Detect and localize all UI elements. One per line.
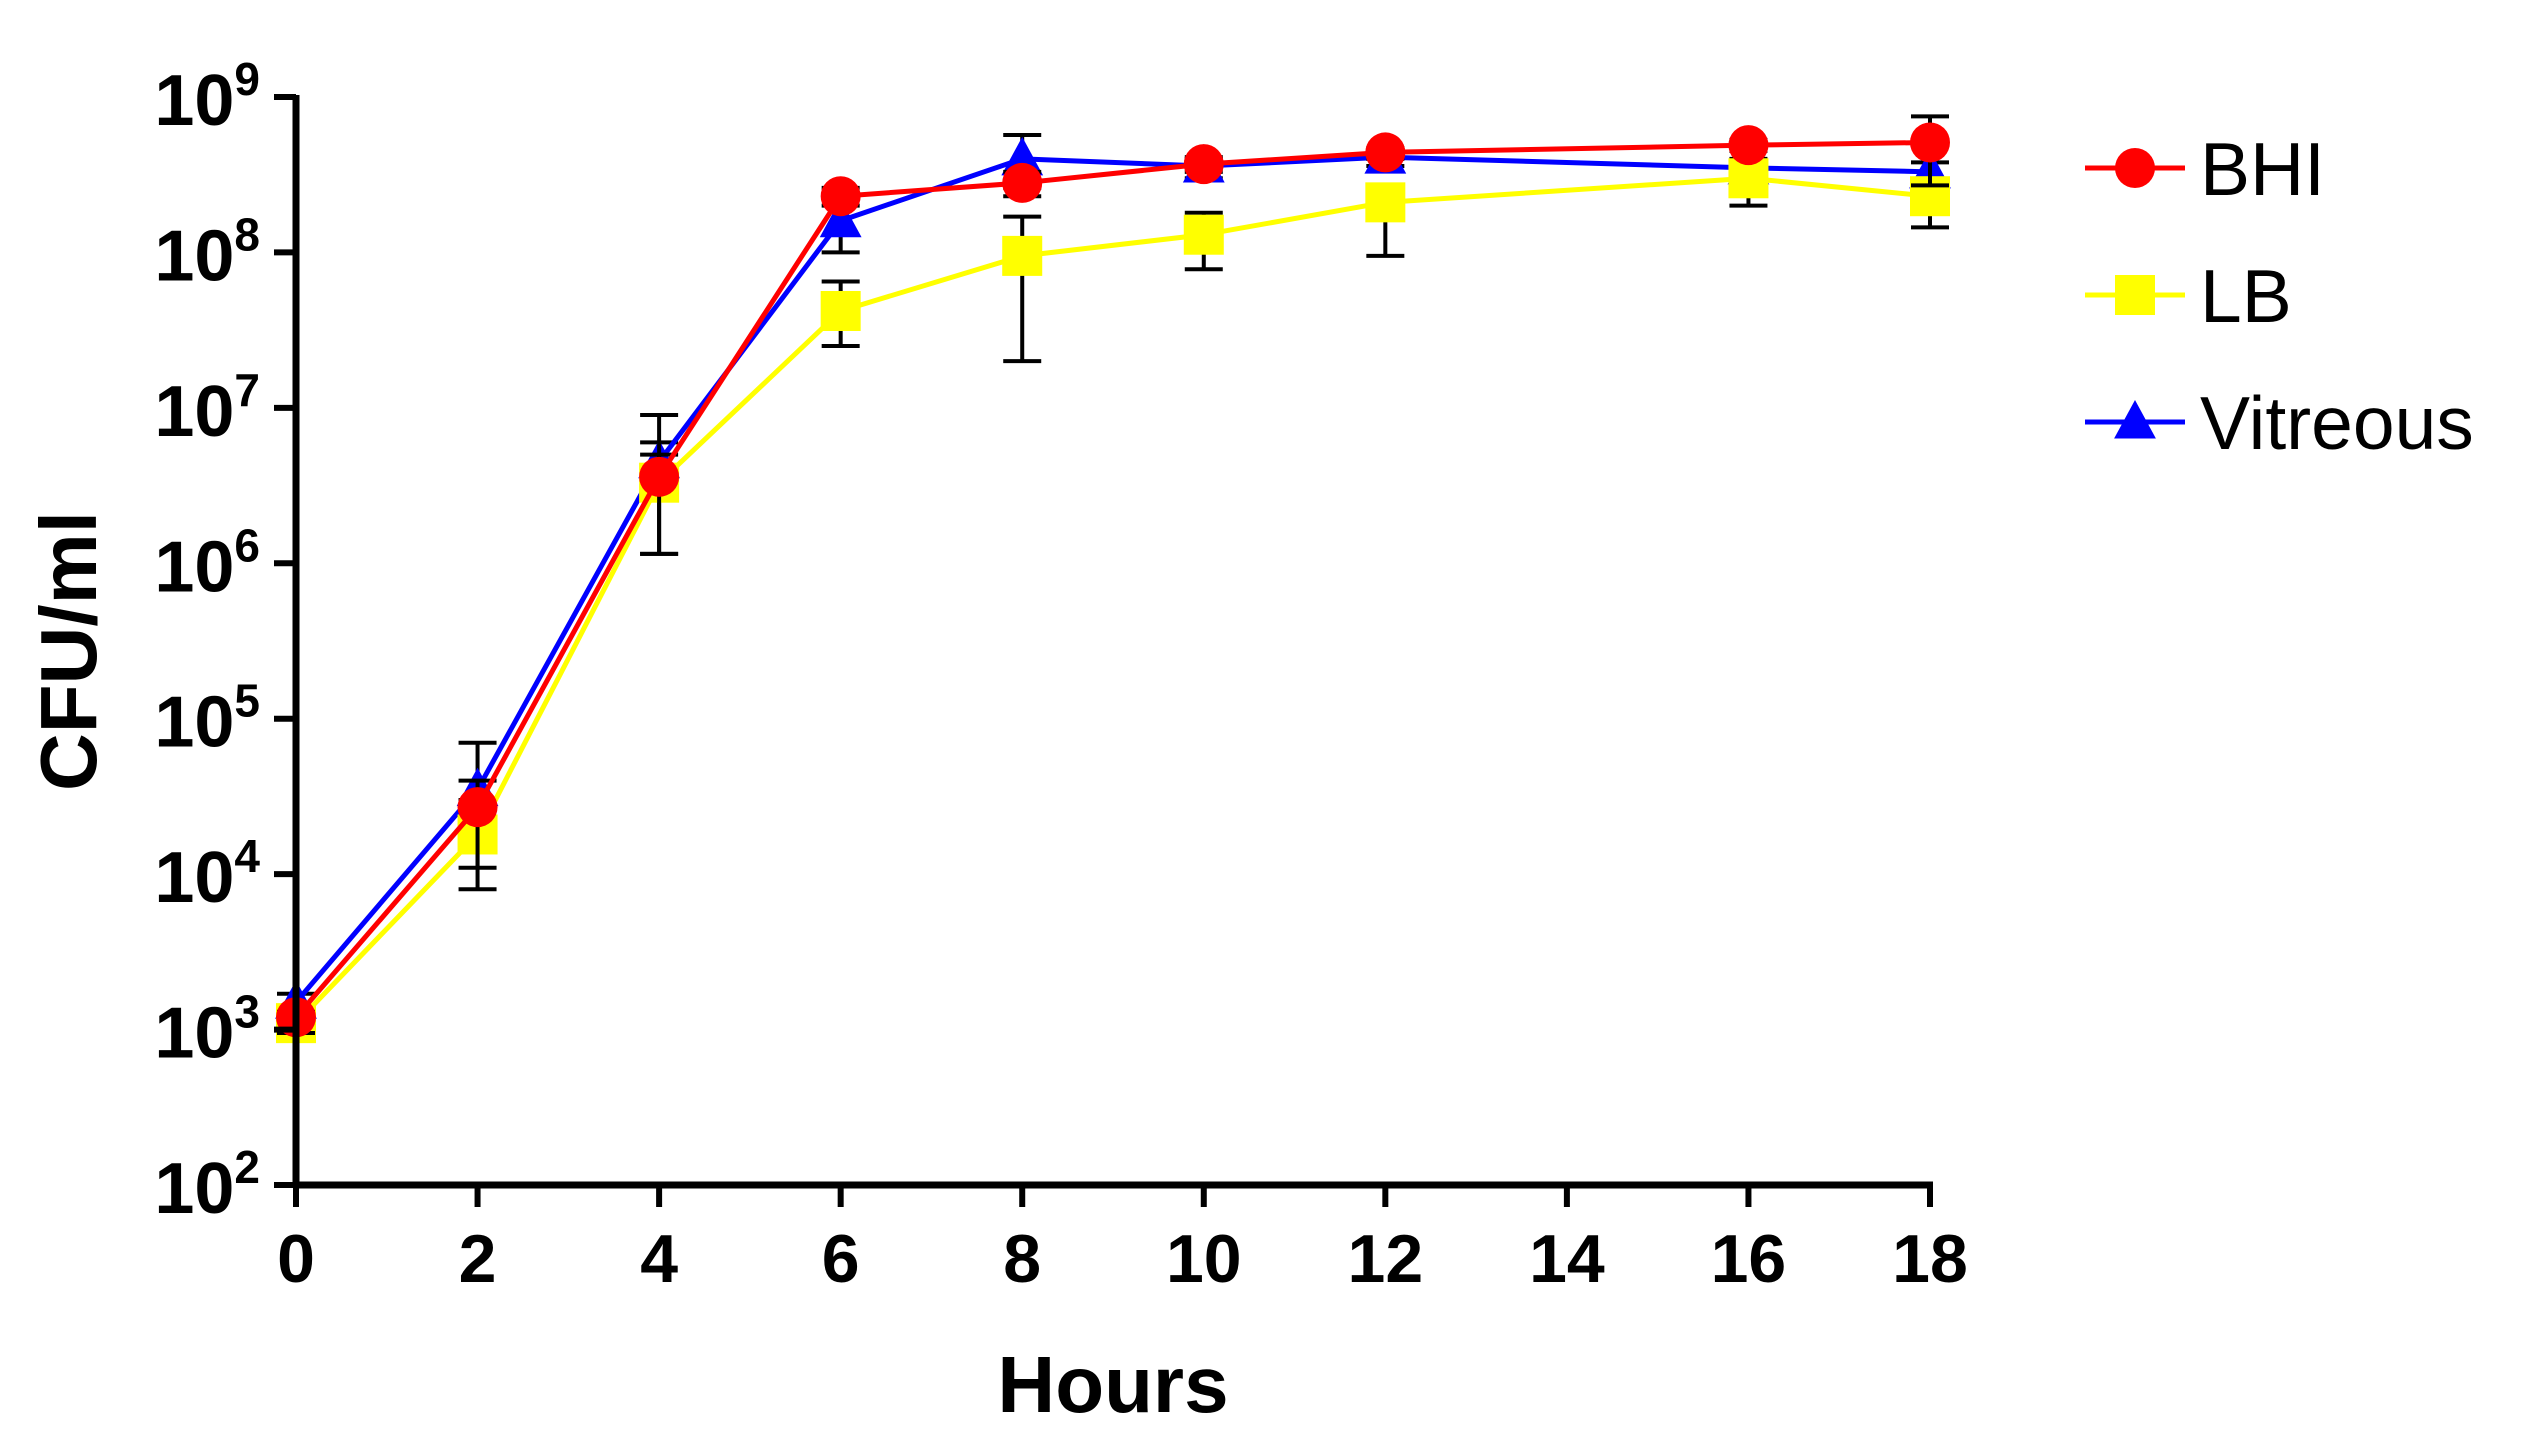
data-point-bhi-6 (820, 176, 861, 217)
y-tick-label-5: 105 (154, 675, 260, 763)
y-tick-base: 10 (154, 216, 234, 296)
x-tick-label-18: 18 (1892, 1221, 1968, 1297)
x-axis-title: Hours (997, 1340, 1228, 1429)
data-point-bhi-18 (1910, 122, 1950, 163)
x-tick-label-10: 10 (1166, 1221, 1242, 1297)
data-point-lb-8 (1002, 235, 1043, 276)
data-point-bhi-2 (457, 787, 498, 828)
y-tick-exponent: 8 (234, 208, 260, 260)
x-tick-label-12: 12 (1348, 1221, 1424, 1297)
legend-item-lb: LB (2085, 254, 2292, 338)
data-point-bhi-10 (1183, 144, 1224, 185)
y-tick-exponent: 3 (234, 986, 260, 1038)
y-tick-exponent: 6 (234, 519, 260, 571)
y-tick-base: 10 (154, 994, 234, 1074)
legend-label-bhi: BHI (2200, 127, 2325, 211)
y-tick-label-3: 103 (154, 986, 260, 1074)
y-tick-exponent: 2 (234, 1141, 260, 1193)
x-tick-label-0: 0 (277, 1221, 315, 1297)
y-tick-base: 10 (154, 372, 234, 452)
x-tick-label-14: 14 (1529, 1221, 1605, 1297)
series-vitreous (275, 132, 1951, 1019)
series-lb (276, 158, 1950, 1044)
series-line-vitreous (294, 154, 1931, 1004)
x-tick-label-16: 16 (1711, 1221, 1787, 1297)
y-tick-exponent: 5 (234, 675, 260, 727)
y-tick-label-8: 108 (154, 208, 260, 296)
legend-marker-vitreous (2114, 400, 2156, 439)
legend-item-vitreous: Vitreous (2085, 381, 2474, 465)
y-tick-base: 10 (154, 683, 234, 763)
data-point-vitreous-6 (819, 198, 862, 238)
series-line-lb (294, 175, 1931, 1025)
y-tick-exponent: 4 (234, 830, 260, 882)
y-tick-base: 10 (154, 61, 234, 141)
data-point-bhi-8 (1002, 162, 1043, 203)
y-tick-label-4: 104 (154, 830, 260, 918)
axes-layer: 0 2 4 6 8 10 12 14 16 18102103104105106107108109H… (24, 53, 1968, 1429)
legend-item-bhi: BHI (2085, 127, 2325, 211)
legend-label-vitreous: Vitreous (2200, 381, 2474, 465)
legend: BHI LB Vitreous (2085, 127, 2474, 465)
data-point-lb-10 (1183, 214, 1224, 255)
x-tick-label-2: 2 (459, 1221, 497, 1297)
legend-marker-lb (2115, 275, 2155, 315)
y-tick-label-7: 107 (154, 364, 260, 452)
y-axis-title: CFU/ml (24, 511, 113, 791)
data-point-lb-6 (820, 290, 861, 331)
x-tick-label-6: 6 (822, 1221, 860, 1297)
data-point-lb-12 (1365, 182, 1406, 223)
legend-label-lb: LB (2200, 254, 2292, 338)
y-tick-base: 10 (154, 838, 234, 918)
y-tick-label-2: 102 (154, 1141, 260, 1229)
y-tick-exponent: 7 (234, 364, 260, 416)
y-tick-base: 10 (154, 527, 234, 607)
legend-marker-bhi (2115, 148, 2155, 188)
data-point-bhi-12 (1365, 132, 1406, 173)
data-point-vitreous-8 (1001, 136, 1044, 176)
y-tick-exponent: 9 (234, 53, 260, 105)
x-tick-label-8: 8 (1003, 1221, 1041, 1297)
series-layer (275, 114, 1951, 1044)
series-line-bhi (294, 139, 1931, 1019)
x-tick-label-4: 4 (640, 1221, 678, 1297)
y-tick-label-6: 106 (154, 519, 260, 607)
series-bhi (276, 114, 1950, 1038)
data-point-bhi-4 (639, 456, 680, 497)
y-tick-label-9: 109 (154, 53, 260, 141)
data-point-bhi-16 (1728, 125, 1769, 166)
y-tick-base: 10 (154, 1149, 234, 1229)
